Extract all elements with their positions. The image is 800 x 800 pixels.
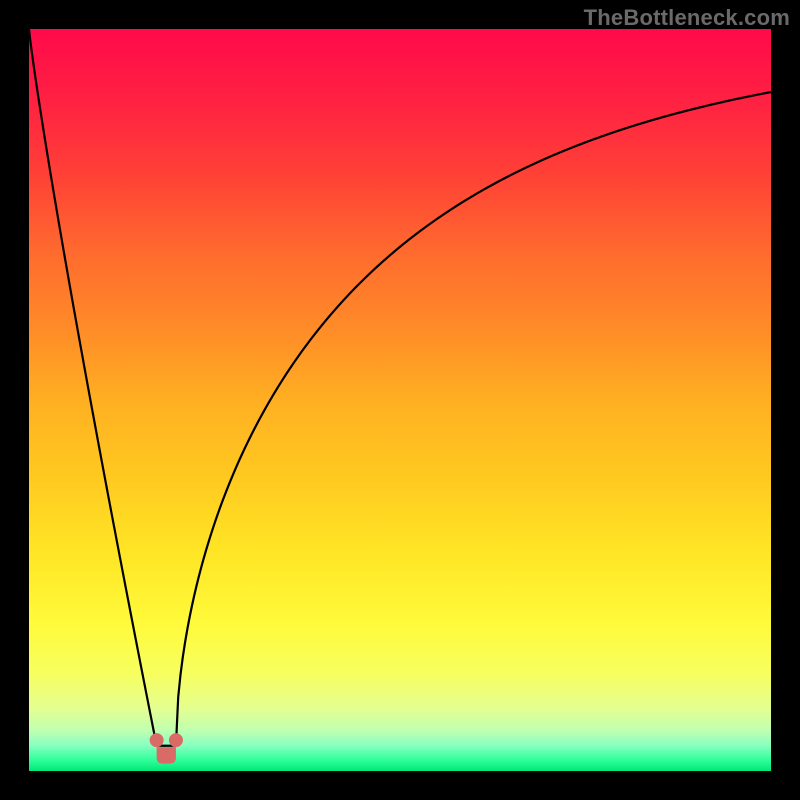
plot-svg bbox=[29, 29, 771, 771]
watermark-text: TheBottleneck.com bbox=[584, 5, 790, 31]
plot-area bbox=[29, 29, 771, 771]
chart-container: TheBottleneck.com bbox=[0, 0, 800, 800]
